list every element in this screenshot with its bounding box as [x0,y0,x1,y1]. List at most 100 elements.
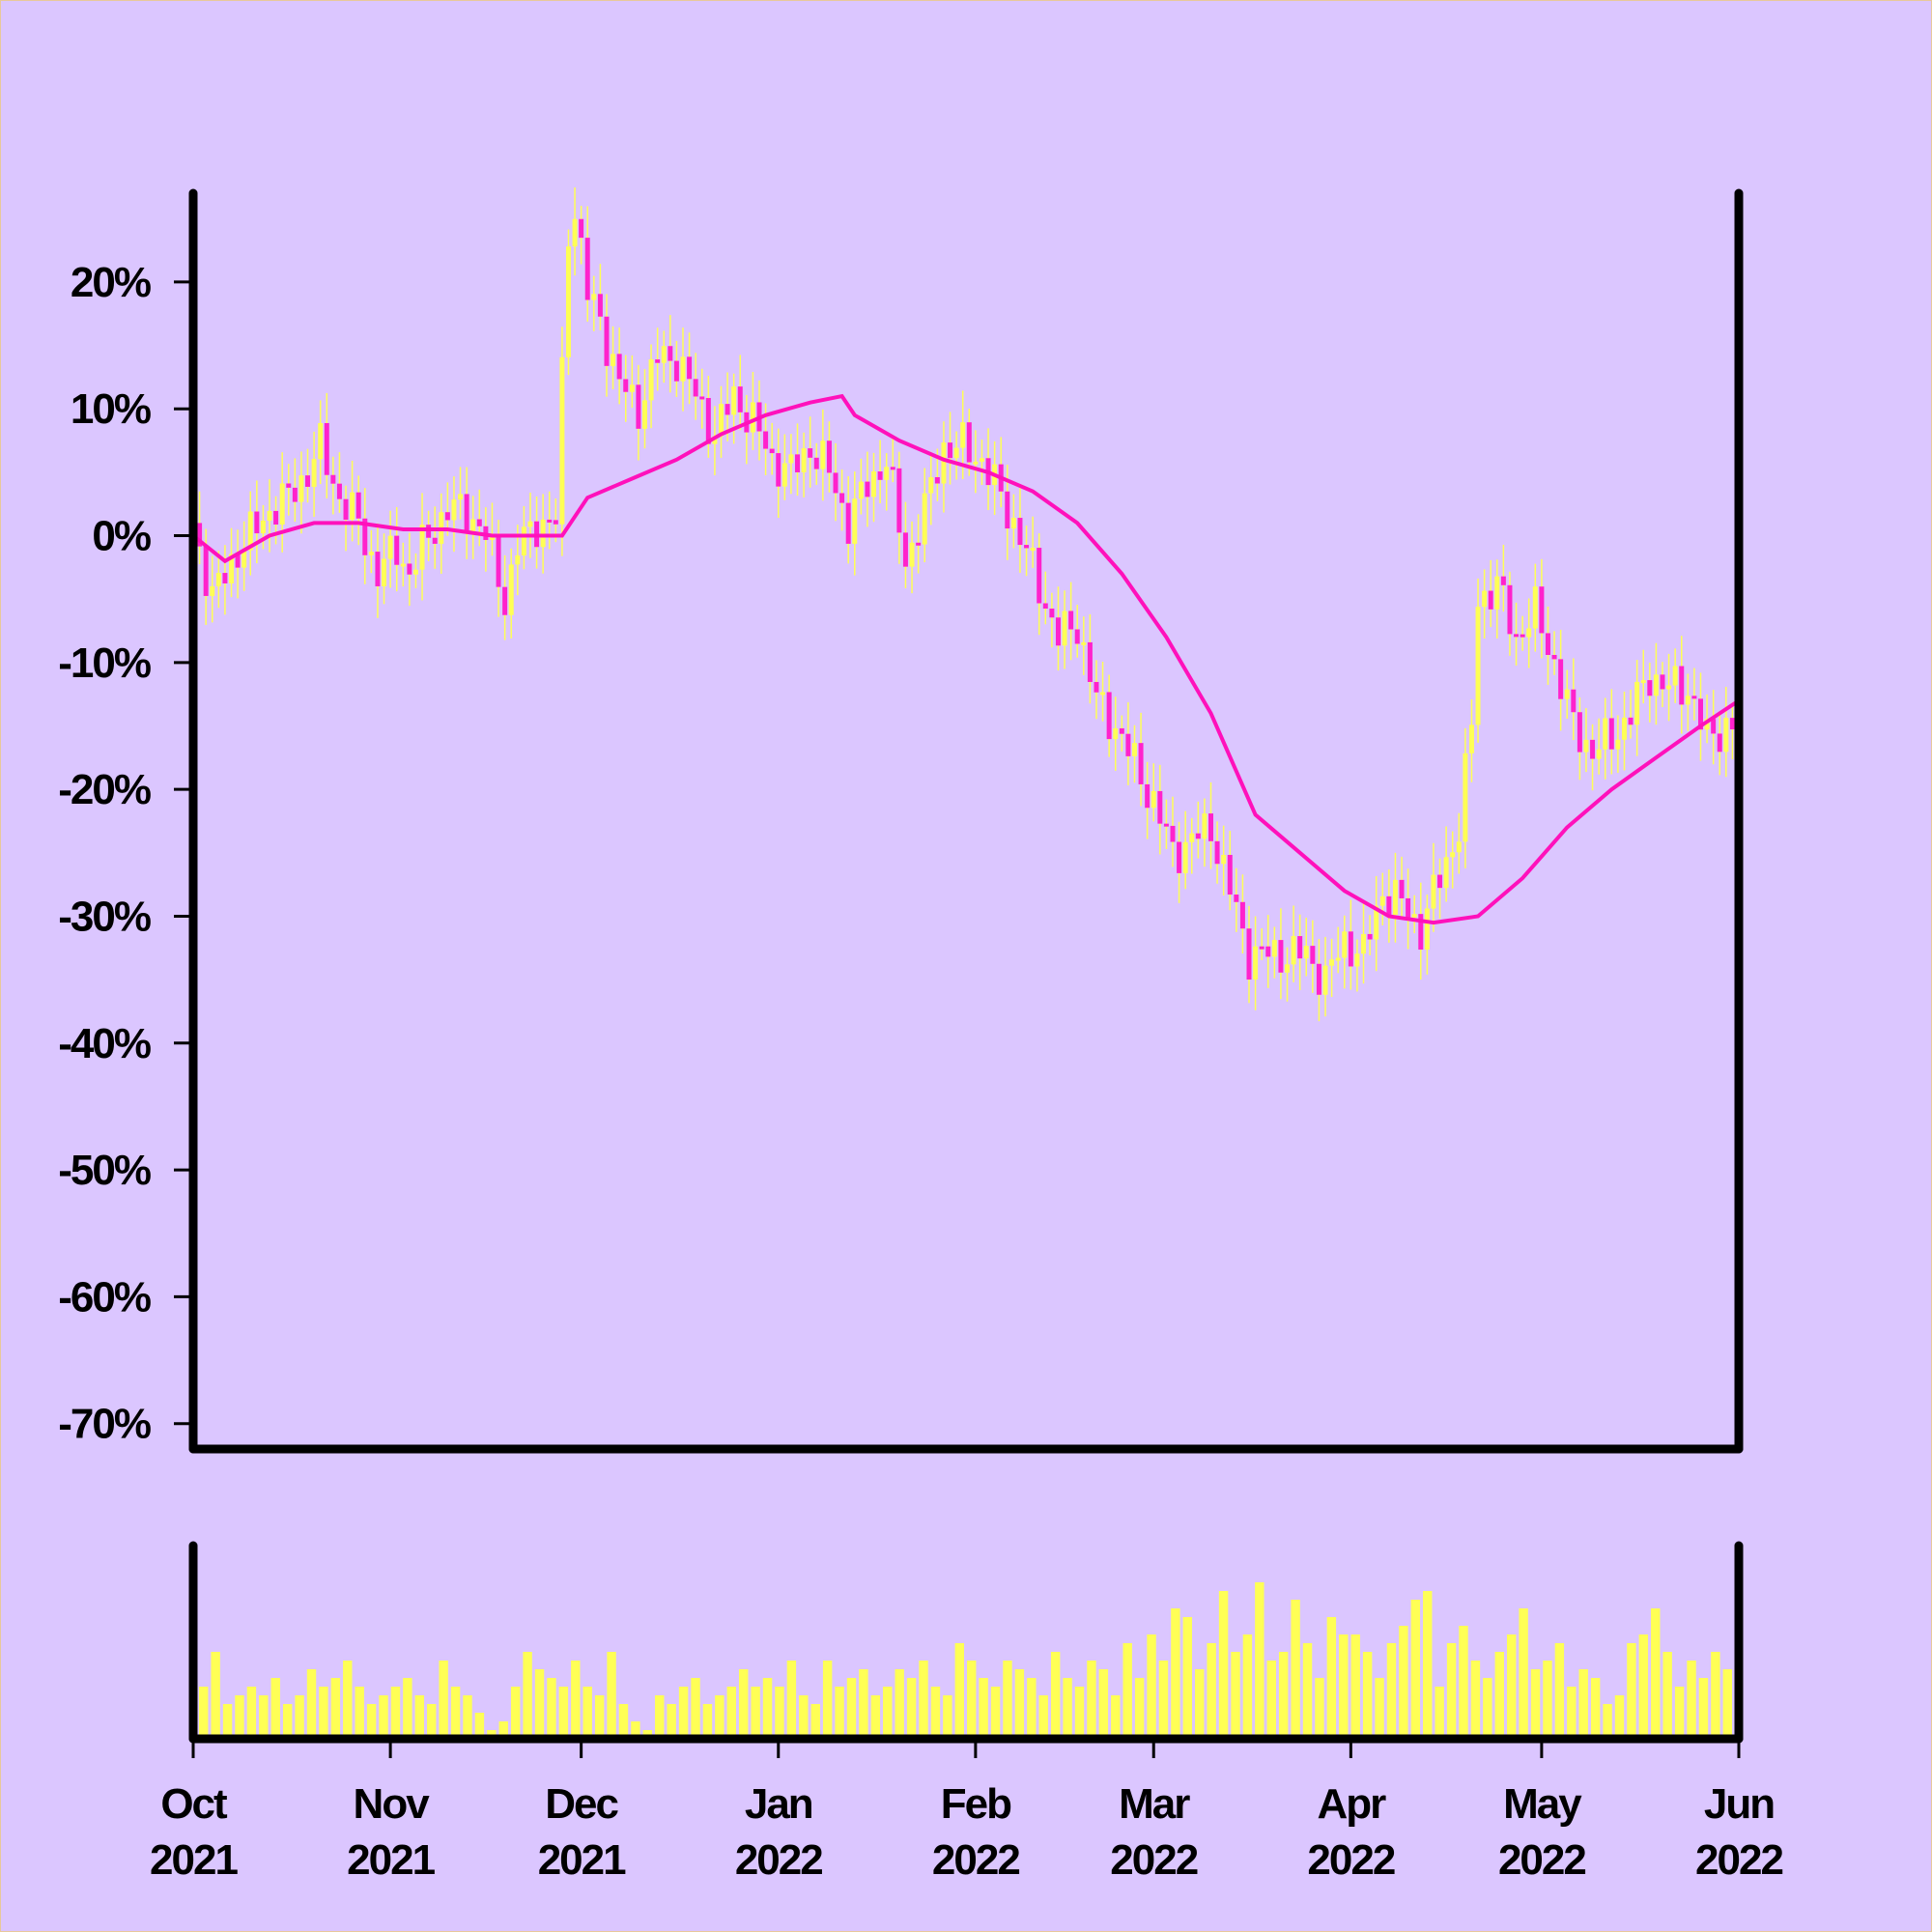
candle-down [502,586,508,615]
candle-up [973,461,979,465]
volume-bar [751,1687,760,1739]
candle-down [1024,545,1030,549]
candle-down [1042,603,1048,610]
candle-down [1571,689,1577,713]
candle-down [687,356,693,380]
candle-up [298,475,304,502]
candle-down [1660,674,1665,690]
candle-up [1329,959,1335,966]
candle-up [941,442,947,484]
candle-down [394,535,400,565]
candle-down [1437,874,1443,889]
volume-bar [319,1687,328,1739]
candle-up [1704,719,1710,730]
candle-down [1259,946,1264,950]
candle-up [382,558,387,586]
x-tick-month: Nov [354,1780,431,1828]
y-tick-label: -40% [58,1020,151,1067]
candle-down [1399,879,1405,898]
candle-up [527,521,533,527]
candle-down [776,453,781,487]
candle-up [1285,964,1291,973]
candle-up [1322,965,1328,995]
candle-up [1450,852,1456,858]
candle-up [242,550,247,568]
candle-down [330,474,336,484]
candle-up [508,564,514,615]
candle-down [763,431,769,449]
candle-down [1520,634,1525,638]
x-tick-month: May [1503,1780,1582,1828]
volume-bar [1722,1669,1732,1739]
x-tick-year: 2022 [1695,1836,1782,1884]
candle-down [1406,897,1411,918]
volume-bar [1171,1608,1180,1739]
volume-bar [582,1687,592,1739]
candle-down [1055,617,1061,646]
candle-down [1119,727,1124,734]
x-tick-year: 2022 [1110,1836,1197,1884]
volume-bar [510,1687,521,1739]
candle-up [1494,576,1500,610]
candle-down [1208,813,1213,841]
candle-up [451,499,457,521]
candle-up [858,481,864,499]
candle-up [1131,743,1137,756]
candle-down [1729,718,1735,730]
volume-bar [1423,1591,1433,1739]
candle-up [884,467,890,480]
candle-down [655,359,661,363]
volume-bar [990,1687,1001,1739]
candle-up [680,356,686,382]
candle-up [648,359,654,401]
x-tick-month: Jan [745,1780,812,1828]
candle-down [1297,936,1303,959]
candle-up [871,471,877,497]
volume-bar [1614,1695,1625,1739]
volume-bar [355,1687,364,1739]
candle-down [362,518,368,555]
volume-bars [199,1582,1732,1739]
volume-bar [498,1721,508,1739]
candle-down [273,510,279,526]
volume-bar [979,1678,988,1739]
candle-up [953,447,959,459]
candle-down [1145,783,1151,809]
volume-bar [607,1652,616,1739]
y-tick-label: 0% [92,513,150,560]
candle-down [547,519,553,523]
volume-bar [330,1678,341,1739]
candle-up [1431,874,1436,909]
candle-up [1526,628,1532,638]
candle-up [279,483,285,526]
candle-up [1100,692,1106,696]
volume-bar [403,1678,412,1739]
volume-bar [1651,1608,1661,1739]
volume-bar [678,1687,689,1739]
volume-bar [1435,1687,1444,1739]
volume-bar [439,1661,448,1739]
volume-bar [1050,1652,1061,1739]
candle-down [705,398,711,444]
candle-up [1640,680,1646,684]
x-tick-year: 2022 [1498,1836,1585,1884]
candle-up [1456,841,1462,853]
candle-up [1221,854,1227,865]
candle-down [616,354,622,380]
volume-bar [967,1661,977,1739]
candle-down [597,294,603,317]
volume-bar [1350,1634,1360,1739]
candle-up [419,525,425,570]
volume-bar [547,1678,556,1739]
candle-up [1361,933,1367,954]
volume-bar [870,1695,881,1739]
candle-down [254,511,260,534]
candle-up [368,552,374,555]
volume-bar [667,1704,676,1739]
candle-down [737,386,743,412]
candle-down [1157,790,1163,824]
volume-bar [463,1695,472,1739]
volume-bar [1687,1661,1696,1739]
x-tick-month: Apr [1317,1780,1386,1828]
x-tick-year: 2021 [538,1836,626,1884]
